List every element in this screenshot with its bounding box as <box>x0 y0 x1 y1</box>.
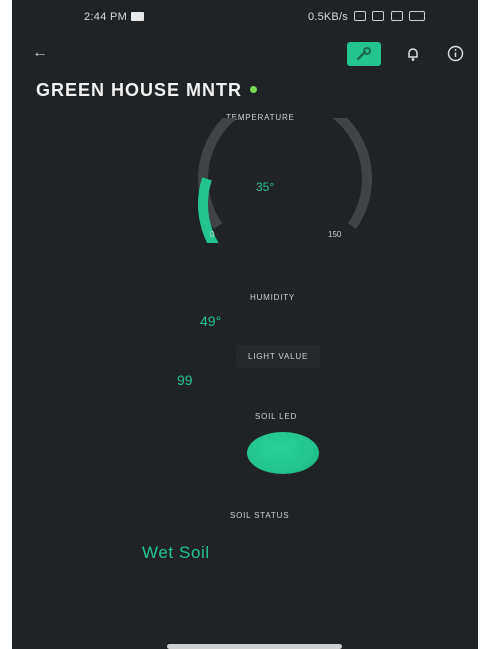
humidity-label: HUMIDITY <box>250 293 296 302</box>
app-screen: 2:44 PM 0.5KB/s ← GREEN HOUSE MNTR T <box>12 0 478 649</box>
humidity-value: 49° <box>200 313 222 329</box>
back-arrow-icon[interactable]: ← <box>32 44 48 61</box>
light-value: 99 <box>177 372 193 388</box>
temperature-min: 0 <box>210 230 215 239</box>
status-right: 0.5KB/s <box>308 11 425 23</box>
temperature-value: 35° <box>256 180 275 194</box>
notification-icon <box>131 12 145 21</box>
nfc-icon <box>372 11 385 21</box>
temperature-label: TEMPERATURE <box>226 113 295 122</box>
page-title-text: GREEN HOUSE MNTR <box>36 80 243 100</box>
soil-led <box>247 432 319 474</box>
soil-status-label: SOIL STATUS <box>230 511 290 520</box>
gauge-track <box>198 118 372 229</box>
network-speed: 0.5KB/s <box>308 11 348 23</box>
status-time: 2:44 PM <box>84 11 145 23</box>
info-icon[interactable] <box>447 45 464 62</box>
gauge-fill <box>198 177 219 243</box>
status-bar: 2:44 PM 0.5KB/s <box>12 0 478 34</box>
soil-status-value: Wet Soil <box>142 543 210 562</box>
settings-button[interactable] <box>347 42 381 66</box>
bell-icon[interactable] <box>406 46 420 62</box>
light-label: LIGHT VALUE <box>248 352 309 361</box>
temperature-gauge <box>198 118 372 243</box>
signal-icon <box>390 11 403 21</box>
online-status-dot <box>250 86 258 93</box>
temperature-max: 150 <box>328 230 342 239</box>
status-time-text: 2:44 PM <box>84 11 128 23</box>
home-indicator[interactable] <box>167 644 342 649</box>
wrench-icon <box>356 47 371 61</box>
page-title: GREEN HOUSE MNTR <box>36 80 258 101</box>
soil-led-label: SOIL LED <box>255 412 298 421</box>
app-bar: ← <box>12 42 478 72</box>
alarm-icon <box>354 11 367 21</box>
light-label-box: LIGHT VALUE <box>236 345 321 368</box>
battery-icon <box>408 11 425 21</box>
